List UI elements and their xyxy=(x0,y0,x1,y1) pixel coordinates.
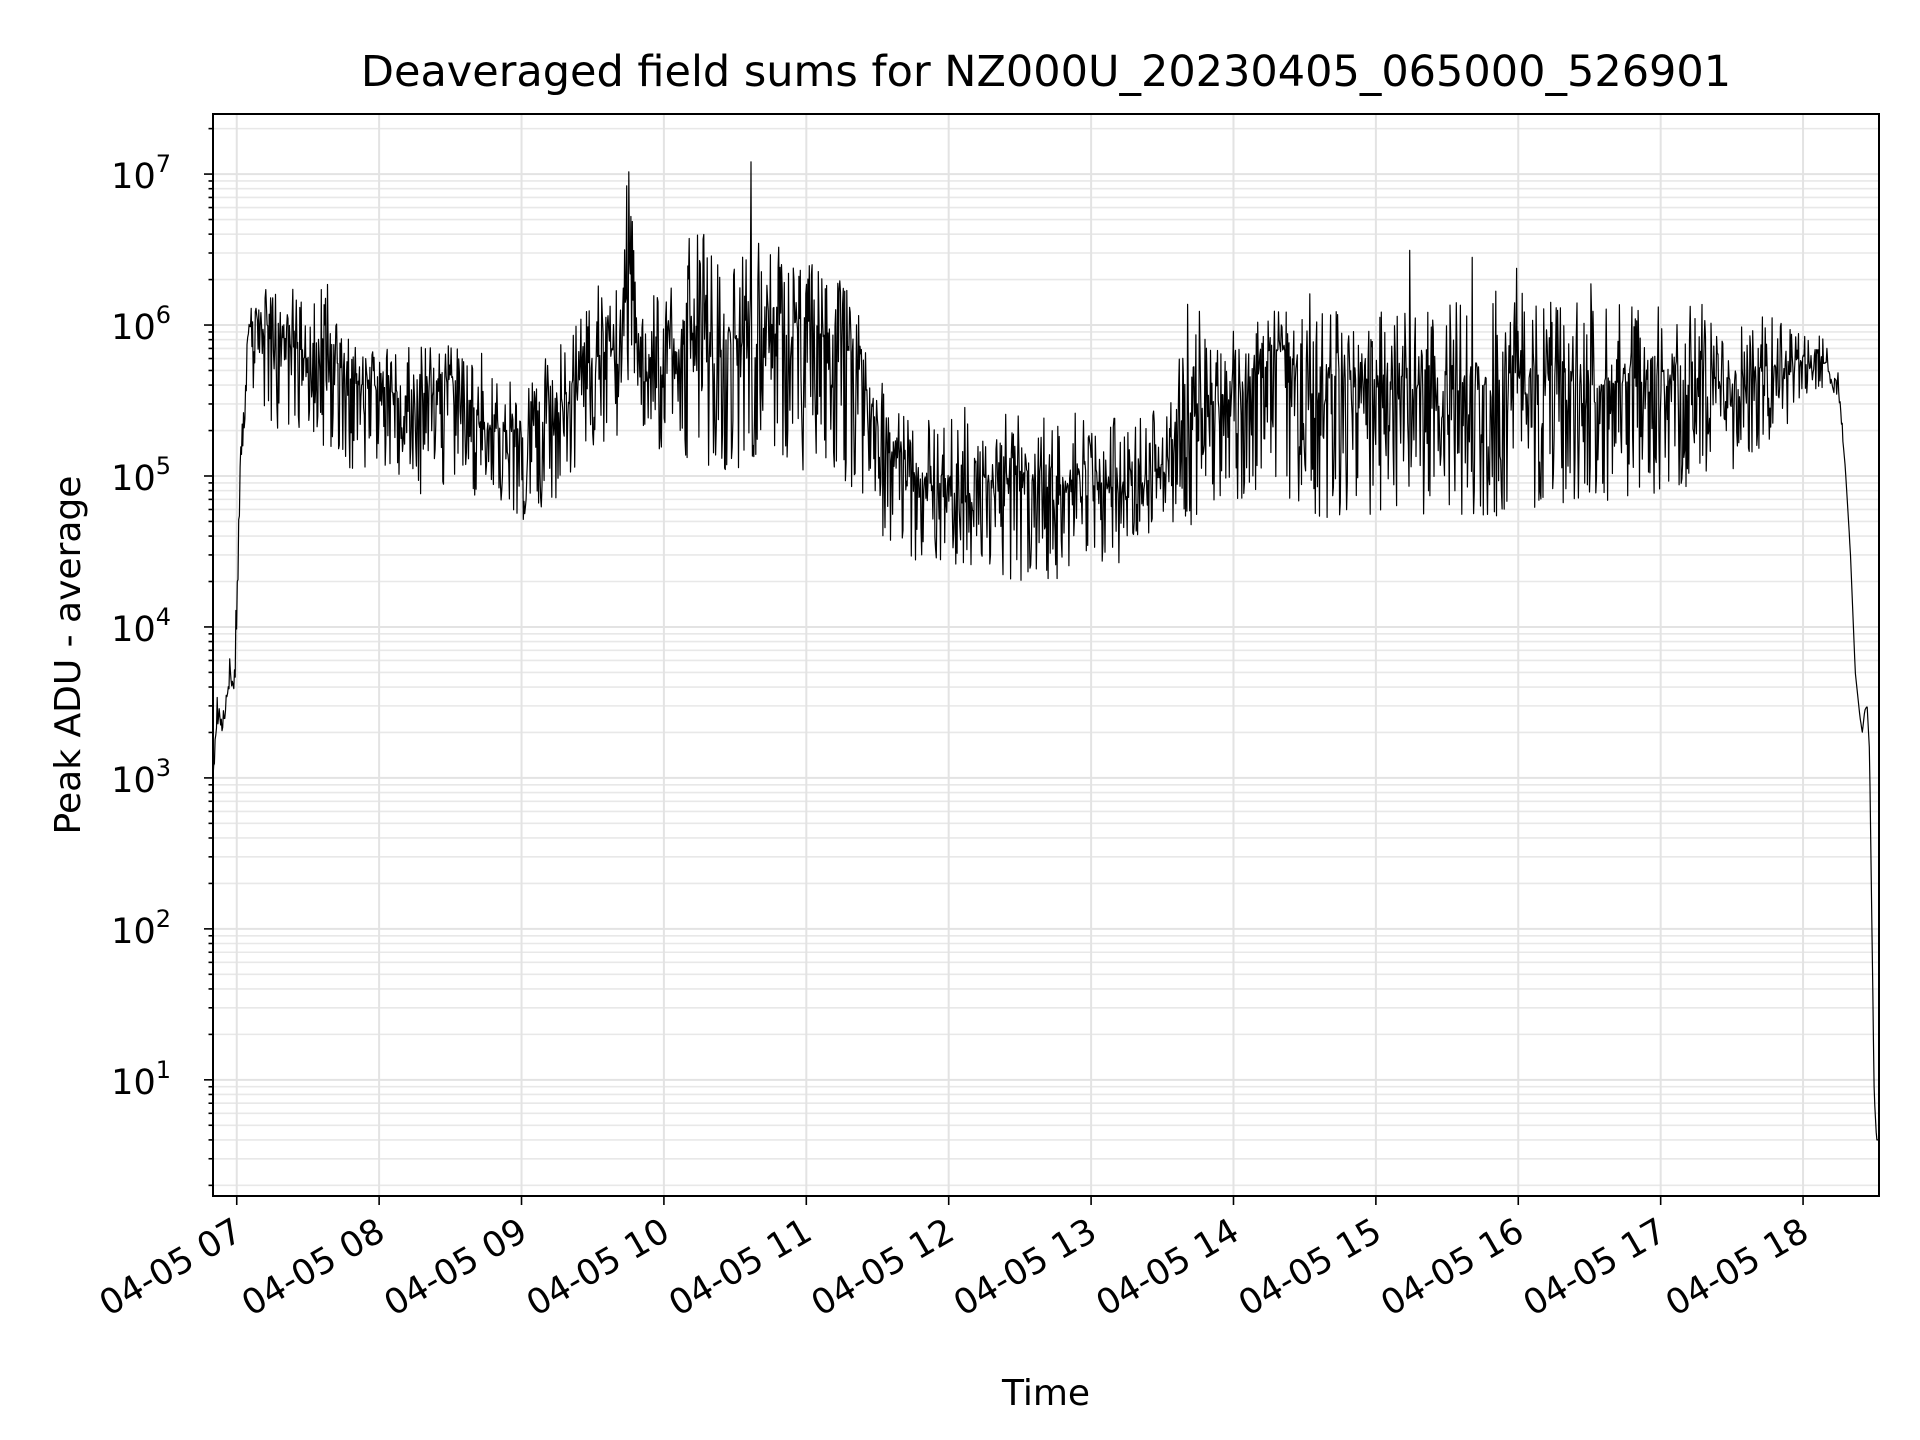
y-tick-label: 105 xyxy=(111,452,171,499)
y-axis-label: Peak ADU - average xyxy=(48,476,89,835)
x-tick-label: 04-05 12 xyxy=(805,1211,961,1324)
x-axis-label: Time xyxy=(1001,1373,1090,1414)
plot-frame xyxy=(212,113,1880,1197)
series-layer xyxy=(212,161,1879,1141)
grid xyxy=(213,114,1879,1196)
x-tick-label: 04-05 10 xyxy=(520,1211,676,1324)
y-tick-label: 104 xyxy=(111,603,171,650)
x-tick-label: 04-05 16 xyxy=(1374,1211,1530,1324)
y-tick-label: 101 xyxy=(111,1056,171,1103)
x-tick-label: 04-05 18 xyxy=(1659,1211,1815,1324)
x-tick-label: 04-05 11 xyxy=(663,1211,819,1324)
x-tick-label: 04-05 13 xyxy=(947,1211,1103,1324)
x-tick-label: 04-05 15 xyxy=(1232,1211,1388,1324)
y-tick-label: 107 xyxy=(111,150,171,197)
y-tick-label: 106 xyxy=(111,301,171,348)
x-tick-label: 04-05 17 xyxy=(1517,1211,1673,1324)
x-tick-label: 04-05 08 xyxy=(235,1211,391,1324)
chart-title: Deaveraged field sums for NZ000U_2023040… xyxy=(361,47,1731,97)
x-tick-label: 04-05 14 xyxy=(1090,1211,1246,1324)
series-line xyxy=(212,161,1879,1141)
y-tick-label: 102 xyxy=(111,905,171,952)
y-tick-label: 103 xyxy=(111,754,171,801)
x-tick-label: 04-05 09 xyxy=(378,1211,534,1324)
x-tick-label: 04-05 07 xyxy=(93,1211,249,1324)
